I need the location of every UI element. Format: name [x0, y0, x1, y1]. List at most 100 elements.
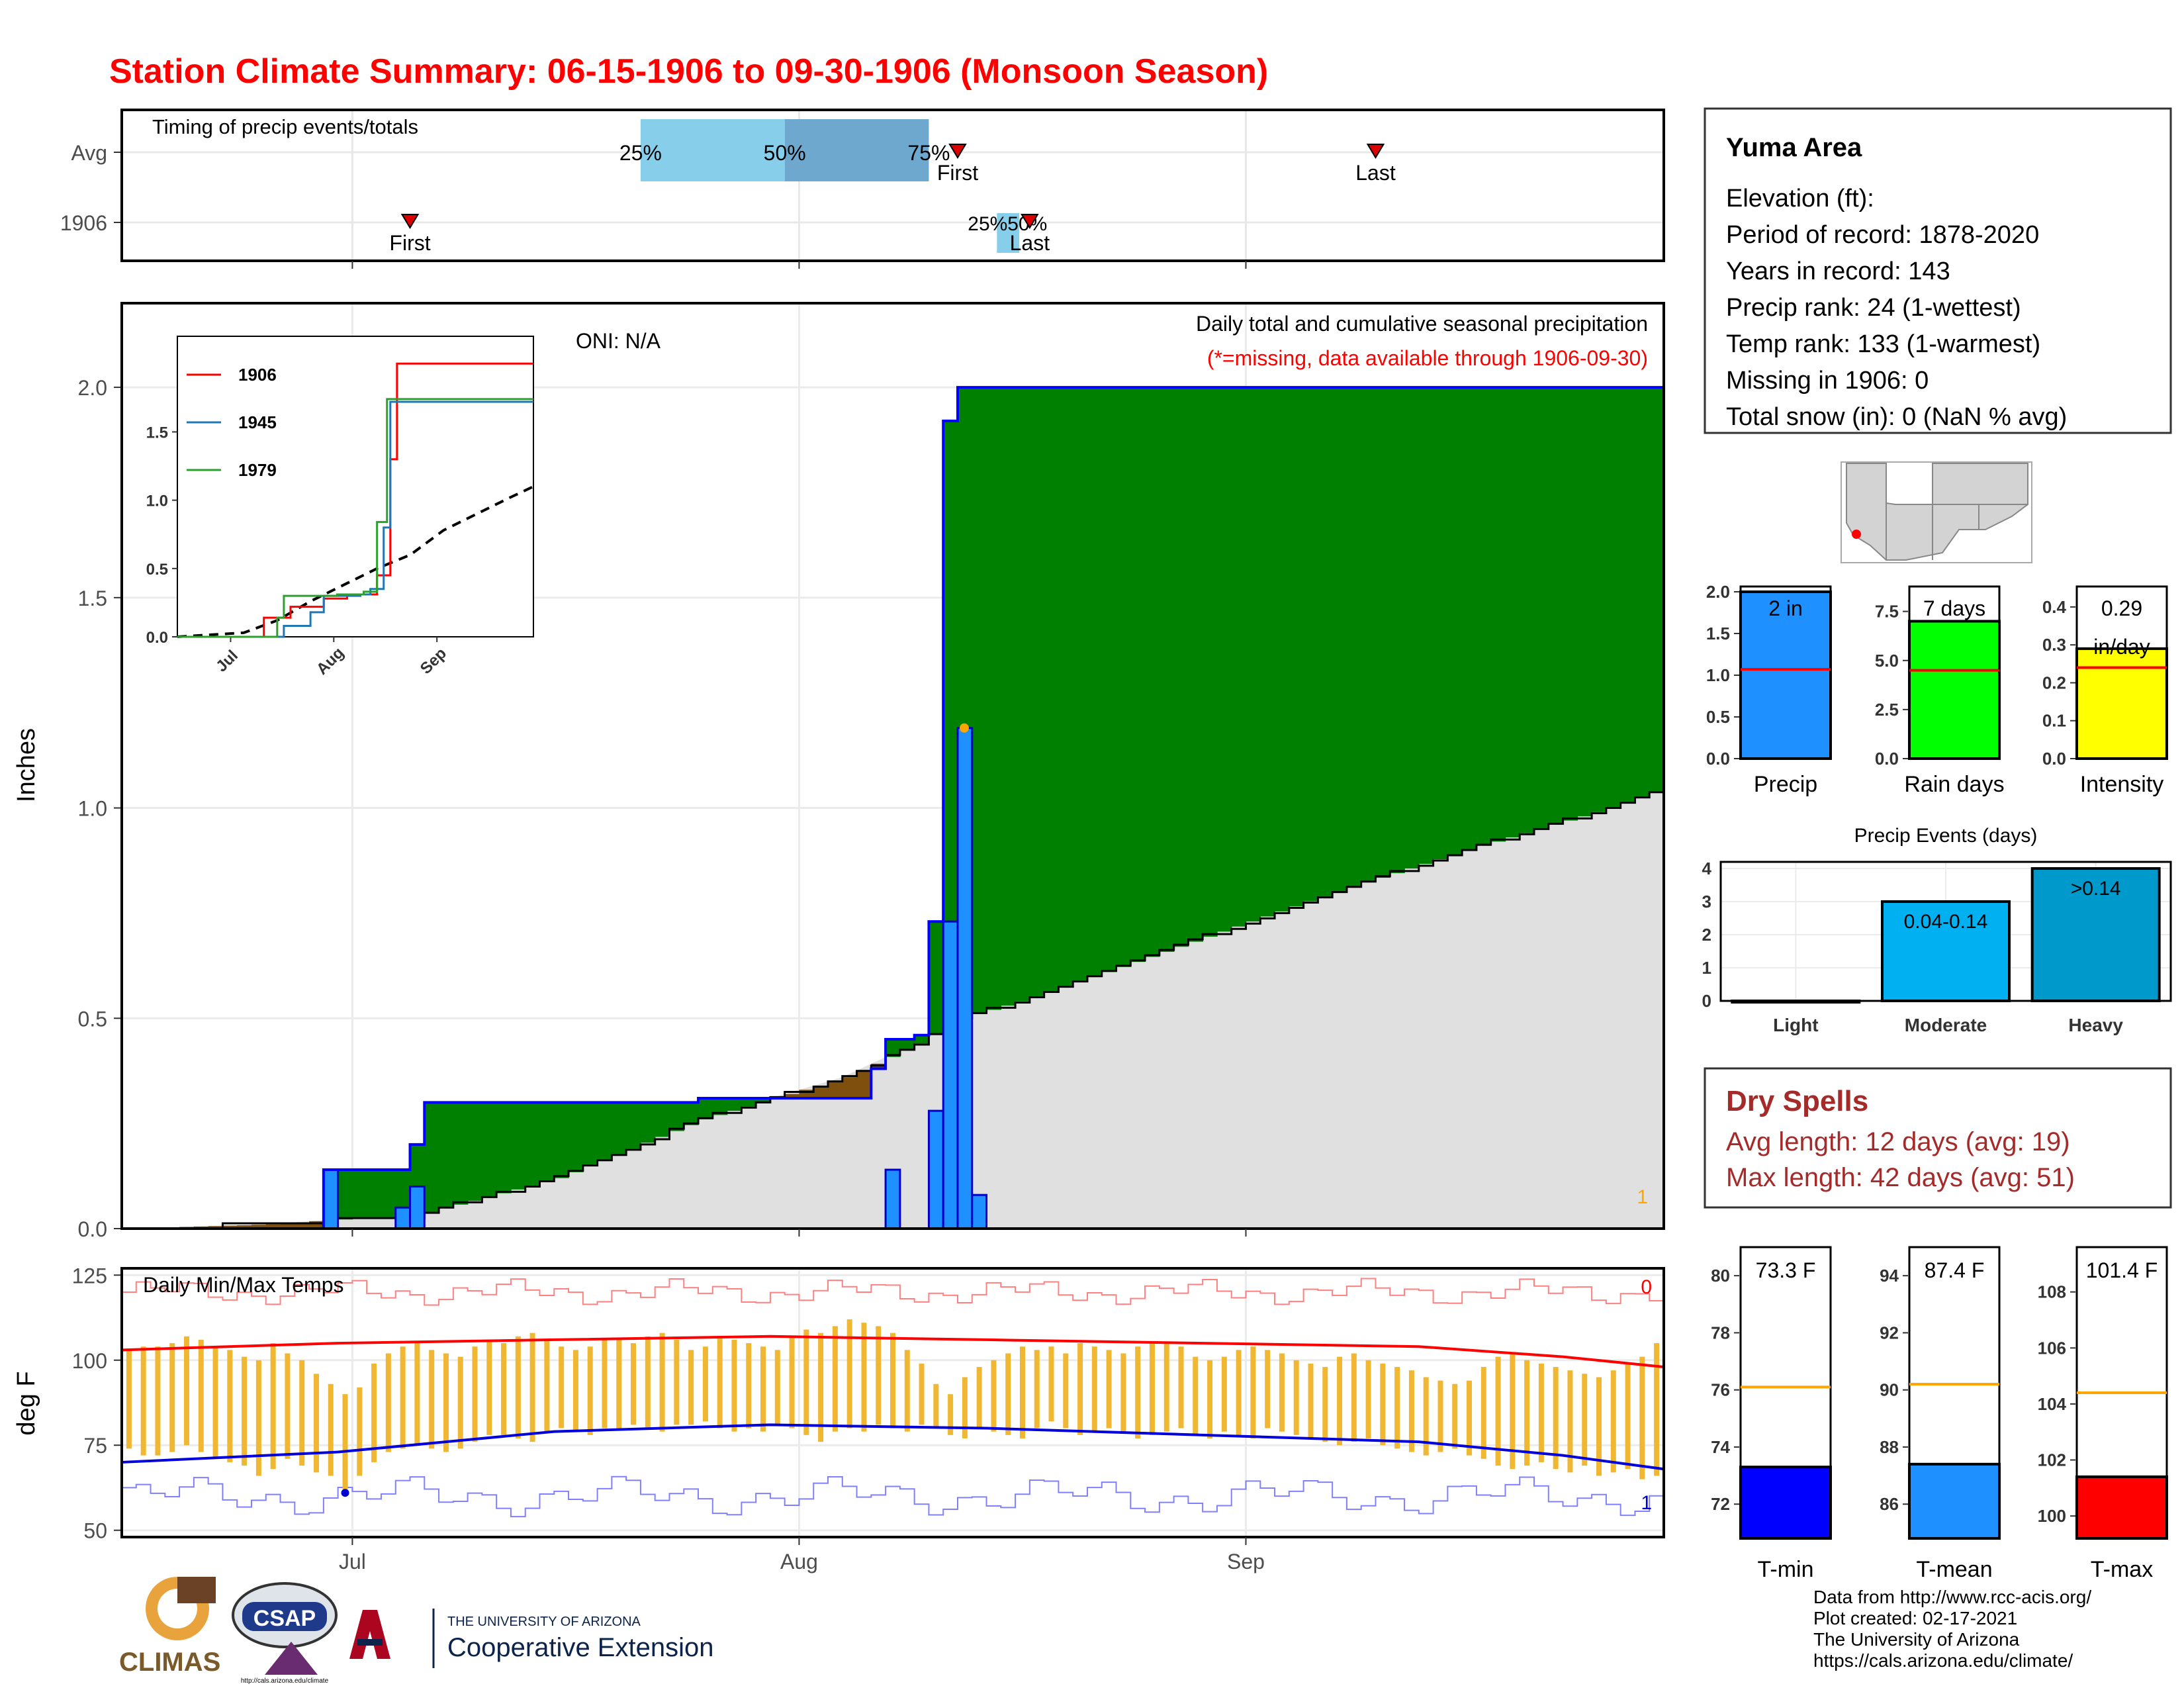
temp-ylabel: deg F [13, 1371, 40, 1435]
last-1906-marker [1021, 214, 1039, 229]
mini-bar-ytick-label: 2.5 [1875, 700, 1899, 720]
mini-bar-ytick-label: 7.5 [1875, 602, 1899, 622]
daily-temp-bar [285, 1353, 291, 1459]
daily-temp-bar [169, 1343, 175, 1452]
daily-temp-bar [1480, 1367, 1486, 1459]
mini-bar-precip [1739, 590, 1832, 760]
surplus-area [1188, 387, 1203, 942]
daily-temp-bar [774, 1350, 780, 1425]
surplus-area [1649, 387, 1664, 792]
temp-bar-ytick-label: 74 [1711, 1437, 1730, 1457]
surplus-area [1073, 387, 1088, 982]
precip-chart-title: Daily total and cumulative seasonal prec… [1196, 312, 1648, 336]
daily-temp-bar [1293, 1360, 1299, 1435]
surplus-area [1101, 387, 1117, 972]
daily-temp-bar [645, 1336, 651, 1429]
avg-quartile-25-50 [640, 119, 785, 181]
temp-bar-ytick-label: 104 [2038, 1394, 2067, 1414]
surplus-area [395, 1170, 411, 1217]
surplus-area [439, 1102, 454, 1209]
temp-bar-value-label: 87.4 F [1925, 1258, 1985, 1282]
daily-temp-bar [357, 1387, 363, 1476]
daily-temp-bar [818, 1333, 824, 1442]
daily-temp-bar [1408, 1370, 1414, 1452]
daily-temp-bar [1452, 1383, 1458, 1449]
surplus-area [510, 1102, 526, 1190]
daily-temp-bar [1337, 1356, 1343, 1446]
events-ytick-label: 2 [1702, 925, 1711, 945]
daily-temp-bar [1106, 1350, 1112, 1429]
station-info-line: Missing in 1906: 0 [1726, 367, 1929, 395]
surplus-area [338, 1170, 353, 1220]
surplus-area [943, 420, 958, 1027]
events-ytick-label: 4 [1702, 859, 1712, 878]
surplus-area [1246, 387, 1261, 922]
record-high-line [122, 1278, 1664, 1306]
max-day-marker [959, 723, 969, 733]
daily-temp-bar [212, 1346, 218, 1459]
footer-line: The University of Arizona [1813, 1629, 2020, 1650]
surplus-area [914, 1035, 930, 1044]
events-ytick-label: 1 [1702, 958, 1711, 978]
temp-bar-ytick-label: 72 [1711, 1494, 1730, 1514]
daily-temp-bar [227, 1350, 233, 1462]
dry-spells-avg: Avg length: 12 days (avg: 19) [1726, 1127, 2070, 1156]
surplus-area [597, 1102, 613, 1161]
avg-first-marker [948, 144, 967, 159]
record-low-line [122, 1476, 1664, 1518]
daily-temp-bar [1163, 1343, 1169, 1432]
oni-label: ONI: N/A [576, 329, 661, 353]
mini-bar-ytick-label: 0.0 [2042, 749, 2066, 769]
mini-bar-ytick-label: 0.5 [1706, 707, 1730, 727]
mini-bar-ytick-label: 1.5 [1706, 624, 1730, 643]
temp-ytick-label: 125 [72, 1264, 107, 1288]
precip-frame [120, 302, 1665, 1230]
daily-temp-bar [1005, 1353, 1011, 1435]
surplus-area [1592, 387, 1607, 812]
surplus-area [1390, 387, 1405, 874]
daily-temp-bar [126, 1350, 132, 1449]
climas-text: CLIMAS [119, 1648, 220, 1677]
surplus-area [1433, 387, 1449, 860]
daily-temp-bar [1077, 1343, 1083, 1435]
month-label: Sep [1227, 1550, 1265, 1573]
daily-precip-bar [927, 1109, 944, 1230]
surplus-area [1216, 387, 1232, 932]
mini-bar-value-label: 2 in [1768, 596, 1803, 620]
inset-series-1945 [177, 400, 533, 638]
surplus-area [582, 1102, 598, 1166]
events-ytick-label: 3 [1702, 892, 1711, 912]
daily-temp-bar [1149, 1343, 1155, 1435]
daily-temp-bar [991, 1360, 997, 1432]
daily-temp-bar [559, 1346, 565, 1429]
surplus-area [1534, 387, 1549, 829]
daily-temp-bar [155, 1346, 161, 1456]
daily-temp-bar [1610, 1370, 1616, 1473]
inset-series-1906 [177, 362, 533, 638]
daily-temp-bar [1034, 1350, 1040, 1429]
daily-temp-bar [529, 1333, 535, 1442]
daily-temp-bar [572, 1350, 578, 1432]
mini-bar-value-label: 7 days [1923, 596, 1985, 620]
daily-temp-bar [400, 1346, 406, 1449]
season-temp-bars: 72 74 76 78 80 73.3 F T-min 86 88 90 92 94 87.4 F T-m… [1711, 1246, 2168, 1582]
surplus-area [1260, 387, 1275, 917]
csap-text: CSAP [253, 1606, 316, 1631]
mini-bar-ytick-label: 0.0 [1875, 749, 1899, 769]
temp-corner-top: 0 [1641, 1276, 1652, 1298]
surplus-area [756, 1098, 771, 1103]
daily-temp-bar [1437, 1380, 1443, 1452]
daily-temp-bar [962, 1377, 968, 1438]
deficit-area [280, 1223, 296, 1229]
mini-bar-value-label: 0.29 [2101, 596, 2142, 620]
events-title: Precip Events (days) [1854, 825, 2038, 847]
inset-series-1979 [177, 398, 533, 638]
surplus-area [367, 1170, 382, 1219]
surplus-area [1606, 387, 1621, 808]
daily-temp-bar [1265, 1350, 1271, 1429]
deficit-area [842, 1077, 858, 1099]
daily-temp-bar [933, 1383, 939, 1429]
temp-bar-ytick-label: 92 [1880, 1323, 1899, 1342]
